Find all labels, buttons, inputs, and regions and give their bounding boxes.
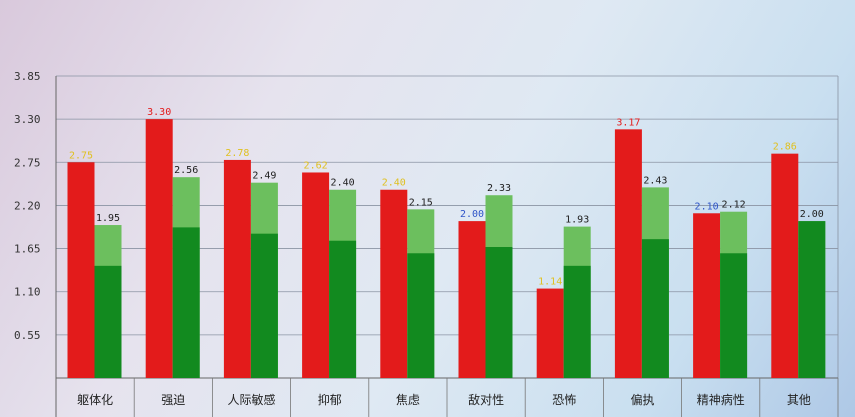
bar-series1 [302, 172, 330, 378]
bar-series2-inner [250, 233, 278, 378]
data-label-series1: 3.30 [147, 107, 171, 118]
bar-series2-inner [94, 265, 122, 378]
bar-series2-inner [329, 240, 357, 378]
y-tick-label: 1.65 [14, 243, 41, 256]
data-label-series1: 2.00 [460, 209, 484, 220]
category-label: 敌对性 [468, 392, 504, 407]
category-label: 人际敏感 [227, 392, 275, 407]
bar-series1 [145, 119, 173, 379]
bar-series1 [693, 213, 721, 378]
data-label-series2: 2.12 [722, 200, 746, 211]
category-label: 其他 [787, 393, 811, 407]
value-labels: 2.751.953.302.562.782.492.622.40 2.402.15… [69, 107, 824, 287]
y-tick-label: 2.20 [14, 199, 41, 212]
category-label: 抑郁 [318, 392, 342, 407]
category-label: 躯体化 [77, 392, 113, 407]
data-label-series1: 2.40 [382, 178, 406, 189]
bar-series1 [223, 159, 251, 378]
category-label: 恐怖 [552, 392, 576, 407]
y-tick-label: 0.55 [14, 329, 41, 342]
bar-series2-inner [172, 227, 200, 378]
category-labels: 躯体化 强迫 人际敏感 抑郁 焦虑 敌对性 恐怖 偏执 精神病性 其他 [77, 392, 811, 407]
category-label: 强迫 [161, 393, 185, 407]
bar-series2-inner [720, 253, 748, 378]
data-label-series1: 2.62 [304, 160, 328, 171]
y-tick-label: 1.10 [14, 286, 41, 299]
data-label-series2: 2.33 [487, 183, 511, 194]
category-label: 偏执 [630, 392, 654, 407]
bar-series2-inner [407, 253, 435, 378]
data-label-series1: 1.14 [538, 277, 562, 288]
y-tick-labels: 0.55 1.10 1.65 2.20 2.75 3.30 3.85 [14, 70, 41, 342]
bar-series1 [771, 153, 799, 378]
bar-series2-inner [798, 221, 826, 378]
bar-series1 [67, 162, 95, 378]
bars [67, 119, 826, 379]
bar-series1 [458, 221, 486, 378]
bar-series1 [614, 129, 642, 378]
category-label: 焦虑 [396, 393, 420, 407]
data-label-series2: 2.40 [331, 178, 355, 189]
y-tick-label: 3.30 [14, 113, 41, 126]
data-label-series1: 2.78 [225, 148, 249, 159]
data-label-series1: 2.10 [695, 201, 719, 212]
bar-series2-inner [485, 247, 513, 378]
bar-series2-inner [563, 265, 591, 378]
data-label-series2: 2.49 [252, 171, 276, 182]
data-label-series1: 2.86 [773, 142, 797, 153]
y-tick-label: 3.85 [14, 70, 41, 83]
data-label-series2: 2.43 [643, 175, 667, 186]
data-label-series1: 3.17 [616, 117, 640, 128]
y-tick-label: 2.75 [14, 156, 41, 169]
category-label: 精神病性 [697, 392, 745, 407]
bar-series1 [380, 189, 408, 378]
data-label-series2: 1.93 [565, 215, 589, 226]
data-label-series2: 2.00 [800, 209, 824, 220]
data-label-series2: 2.15 [409, 197, 433, 208]
bar-series1 [536, 288, 564, 378]
bar-series2-inner [641, 239, 669, 378]
data-label-series2: 1.95 [96, 213, 120, 224]
data-label-series1: 2.75 [69, 150, 93, 161]
data-label-series2: 2.56 [174, 165, 198, 176]
